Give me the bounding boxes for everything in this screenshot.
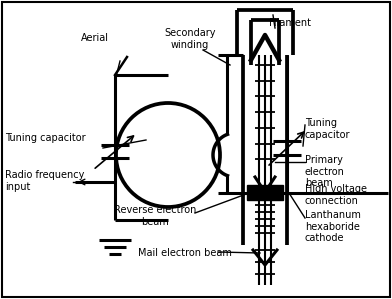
Text: Tuning
capacitor: Tuning capacitor [305, 118, 350, 140]
Text: Mail electron beam: Mail electron beam [138, 248, 232, 258]
Text: Filament: Filament [269, 18, 311, 28]
Text: Radio frequency
input: Radio frequency input [5, 170, 84, 192]
Text: Reverse electron
beam: Reverse electron beam [114, 205, 196, 227]
Text: Tuning capacitor: Tuning capacitor [5, 133, 85, 143]
Text: Aerial: Aerial [81, 33, 109, 43]
Text: Primary
electron
beam: Primary electron beam [305, 155, 345, 188]
Text: Lanthanum
hexaboride
cathode: Lanthanum hexaboride cathode [305, 210, 361, 243]
Bar [247, 185, 283, 200]
Text: Secondary
winding: Secondary winding [164, 28, 216, 50]
Text: High voltage
connection: High voltage connection [305, 184, 367, 206]
